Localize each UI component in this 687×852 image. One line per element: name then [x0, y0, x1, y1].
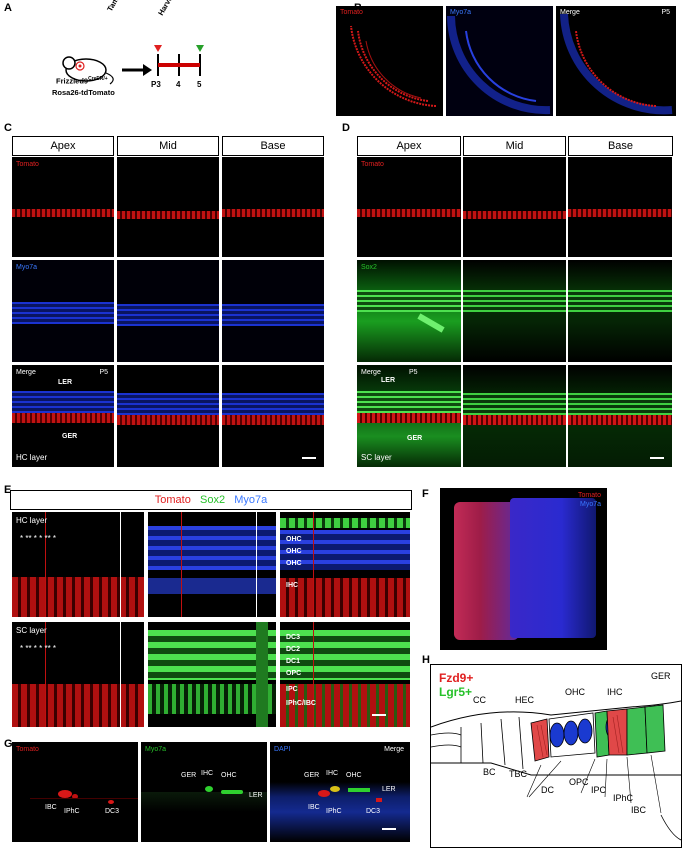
panel-label-a: A: [4, 2, 12, 14]
scale-bar: [650, 457, 664, 459]
diagram-h: Fzd9+ Lgr5+ GER OHC IHC HEC CC BC TBC DC…: [430, 664, 682, 848]
image-g-myo7a: Myo7a GER IHC OHC LER: [141, 742, 267, 842]
label-bc: BC: [483, 767, 496, 777]
image-d-apex-merge: Merge P5 LER GER SC layer: [357, 365, 461, 467]
label-opc: OPC: [569, 777, 589, 787]
label-ipc: IPC: [591, 785, 607, 795]
harvest-label: Harvest: [156, 0, 178, 17]
image-d-base-sox2: [568, 260, 672, 362]
injection-arrow-icon: [154, 45, 162, 52]
mouse-timeline-schematic: [62, 45, 204, 85]
image-f-3d: Tomato Myo7a: [440, 488, 607, 650]
label-cc: CC: [473, 695, 486, 705]
image-d-mid-merge: [463, 365, 566, 467]
image-c-base-tomato: [222, 157, 324, 257]
ohc-cell-2: [563, 720, 579, 746]
ohc-cell-3: [577, 718, 593, 744]
image-g-merge: DAPI Merge GER IHC OHC LER IBC IPhC DC3: [270, 742, 410, 842]
header-apex: Apex: [12, 136, 114, 156]
image-e-hc-merge: OHC OHC OHC IHC: [280, 512, 410, 617]
image-d-base-merge: [568, 365, 672, 467]
label-ibc: IBC: [631, 805, 647, 815]
image-c-mid-tomato: [117, 157, 219, 257]
label-ohc: OHC: [565, 687, 585, 697]
image-b-myo7a: Myo7a: [446, 6, 553, 116]
timepoint-5: 5: [197, 80, 202, 89]
mouse-genotype-2: Rosa26-tdTomato: [52, 88, 115, 97]
header-base: Base: [222, 136, 324, 156]
header-base: Base: [568, 136, 673, 156]
panel-label-h: H: [422, 654, 430, 666]
label-hec: HEC: [515, 695, 535, 705]
panel-label-f: F: [422, 488, 429, 500]
image-e-hc-tomato: HC layer * ** * * ** *: [12, 512, 144, 617]
label-tbc: TBC: [509, 769, 527, 779]
panel-label-e: E: [4, 484, 12, 496]
header-apex: Apex: [357, 136, 461, 156]
image-c-apex-tomato: Tomato: [12, 157, 114, 257]
image-c-base-merge: [222, 365, 324, 467]
organ-of-corti-diagram: [430, 700, 682, 841]
scale-bar: [372, 714, 386, 716]
image-c-mid-merge: [117, 365, 219, 467]
image-d-apex-tomato: Tomato: [357, 157, 461, 257]
scale-bar: [302, 457, 316, 459]
header-mid: Mid: [463, 136, 566, 156]
mouse-genotype-1: Frizzled9CreER/+: [56, 76, 108, 86]
image-e-sc-sox2: [148, 622, 276, 727]
image-e-sc-merge: DC3 DC2 DC1 OPC IPC IPhC/IBC: [280, 622, 410, 727]
label-ihc: IHC: [607, 687, 623, 697]
image-b-merge: Merge P5: [556, 6, 676, 116]
label-dc: DC: [541, 785, 554, 795]
harvest-arrow-icon: [196, 45, 204, 52]
fzd9-legend: Fzd9+: [439, 671, 474, 685]
image-e-sc-tomato: SC layer * ** * * ** *: [12, 622, 144, 727]
panel-label-c: C: [4, 122, 12, 134]
image-e-hc-myo7a: [148, 512, 276, 617]
label-ger: GER: [651, 671, 671, 681]
scale-bar: [382, 828, 396, 830]
mouse-icon: [62, 56, 114, 85]
ohc-cell-1: [549, 722, 565, 748]
legend-e: Tomato Sox2 Myo7a: [10, 490, 412, 510]
image-c-mid-myo7a: [117, 260, 219, 362]
image-d-mid-tomato: [463, 157, 566, 257]
image-b-tomato: Tomato: [336, 6, 443, 116]
label-iphc: IPhC: [613, 793, 634, 803]
image-d-apex-sox2: Sox2: [357, 260, 461, 362]
image-c-apex-myo7a: Myo7a: [12, 260, 114, 362]
timepoint-4: 4: [176, 80, 181, 89]
timepoint-p3: P3: [151, 80, 161, 89]
image-g-tomato: Tomato IBC IPhC DC3: [12, 742, 138, 842]
tamoxifen-label: Tamoxifen Injection: [105, 0, 148, 13]
panel-label-d: D: [342, 122, 350, 134]
image-d-mid-sox2: [463, 260, 566, 362]
image-c-apex-merge: Merge P5 LER GER HC layer: [12, 365, 114, 467]
lgr5-legend: Lgr5+: [439, 685, 473, 699]
image-c-base-myo7a: [222, 260, 324, 362]
panel-label-g: G: [4, 738, 13, 750]
header-mid: Mid: [117, 136, 219, 156]
image-d-base-tomato: [568, 157, 672, 257]
